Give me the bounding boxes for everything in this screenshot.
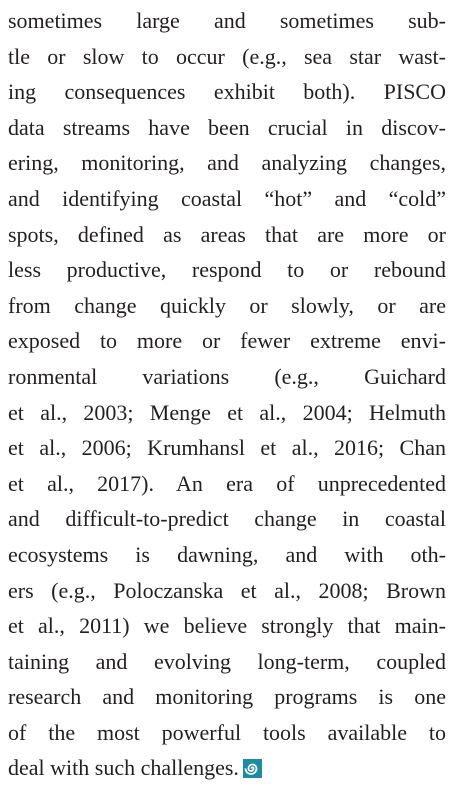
text: ecosystems is dawning, and with oth- [8, 541, 446, 567]
text: data streams have been crucial in discov… [8, 114, 446, 140]
end-mark-icon [242, 759, 262, 779]
text-line: data streams have been crucial in discov… [8, 110, 446, 146]
text: of the most powerful tools available to [8, 719, 446, 745]
text-line: ers (e.g., Poloczanska et al., 2008; Bro… [8, 573, 446, 609]
text: spots, defined as areas that are more or [8, 221, 446, 247]
text-line: deal with such challenges. [8, 750, 446, 786]
text-line: sometimes large and sometimes sub- [8, 3, 446, 39]
text: et al., 2011) we believe strongly that m… [8, 613, 446, 639]
text: sometimes large and sometimes sub- [8, 8, 446, 33]
text: ronmental variations (e.g., Guichard [8, 363, 446, 389]
text-line: ecosystems is dawning, and with oth- [8, 537, 446, 573]
text-line: and difficult-to-predict change in coast… [8, 501, 446, 537]
text-line: et al., 2011) we believe strongly that m… [8, 608, 446, 644]
text: exposed to more or fewer extreme envi- [8, 328, 446, 354]
text: ering, monitoring, and analyzing changes… [8, 150, 446, 176]
text: et al., 2017). An era of unprecedented [8, 470, 446, 496]
text: and difficult-to-predict change in coast… [8, 506, 446, 532]
text-line: exposed to more or fewer extreme envi- [8, 323, 446, 359]
icon-spiral [244, 764, 258, 776]
text-line: and identifying coastal “hot” and “cold” [8, 181, 446, 217]
text-line: tle or slow to occur (e.g., sea star was… [8, 39, 446, 75]
text: ers (e.g., Poloczanska et al., 2008; Bro… [8, 577, 446, 603]
text: from change quickly or slowly, or are [8, 292, 446, 318]
text-line: ering, monitoring, and analyzing changes… [8, 145, 446, 181]
text-line: et al., 2006; Krumhansl et al., 2016; Ch… [8, 430, 446, 466]
text: less productive, respond to or rebound [8, 257, 446, 283]
text-line: spots, defined as areas that are more or [8, 217, 446, 253]
text-line: et al., 2017). An era of unprecedented [8, 466, 446, 502]
text-line: of the most powerful tools available to [8, 715, 446, 751]
text-line: ing consequences exhibit both). PISCO [8, 74, 446, 110]
text: et al., 2003; Menge et al., 2004; Helmut… [8, 399, 446, 425]
text-line: taining and evolving long-term, coupled [8, 644, 446, 680]
text: and identifying coastal “hot” and “cold” [8, 185, 446, 211]
text: deal with such challenges. [8, 755, 239, 781]
text-line: ronmental variations (e.g., Guichard [8, 359, 446, 395]
text-line: et al., 2003; Menge et al., 2004; Helmut… [8, 395, 446, 431]
text-line: research and monitoring programs is one [8, 679, 446, 715]
text: taining and evolving long-term, coupled [8, 648, 446, 674]
text: research and monitoring programs is one [8, 684, 446, 710]
text: tle or slow to occur (e.g., sea star was… [8, 43, 446, 69]
text-line: less productive, respond to or rebound [8, 252, 446, 288]
text: ing consequences exhibit both). PISCO [8, 79, 446, 105]
text-line: from change quickly or slowly, or are [8, 288, 446, 324]
text: et al., 2006; Krumhansl et al., 2016; Ch… [8, 435, 446, 461]
